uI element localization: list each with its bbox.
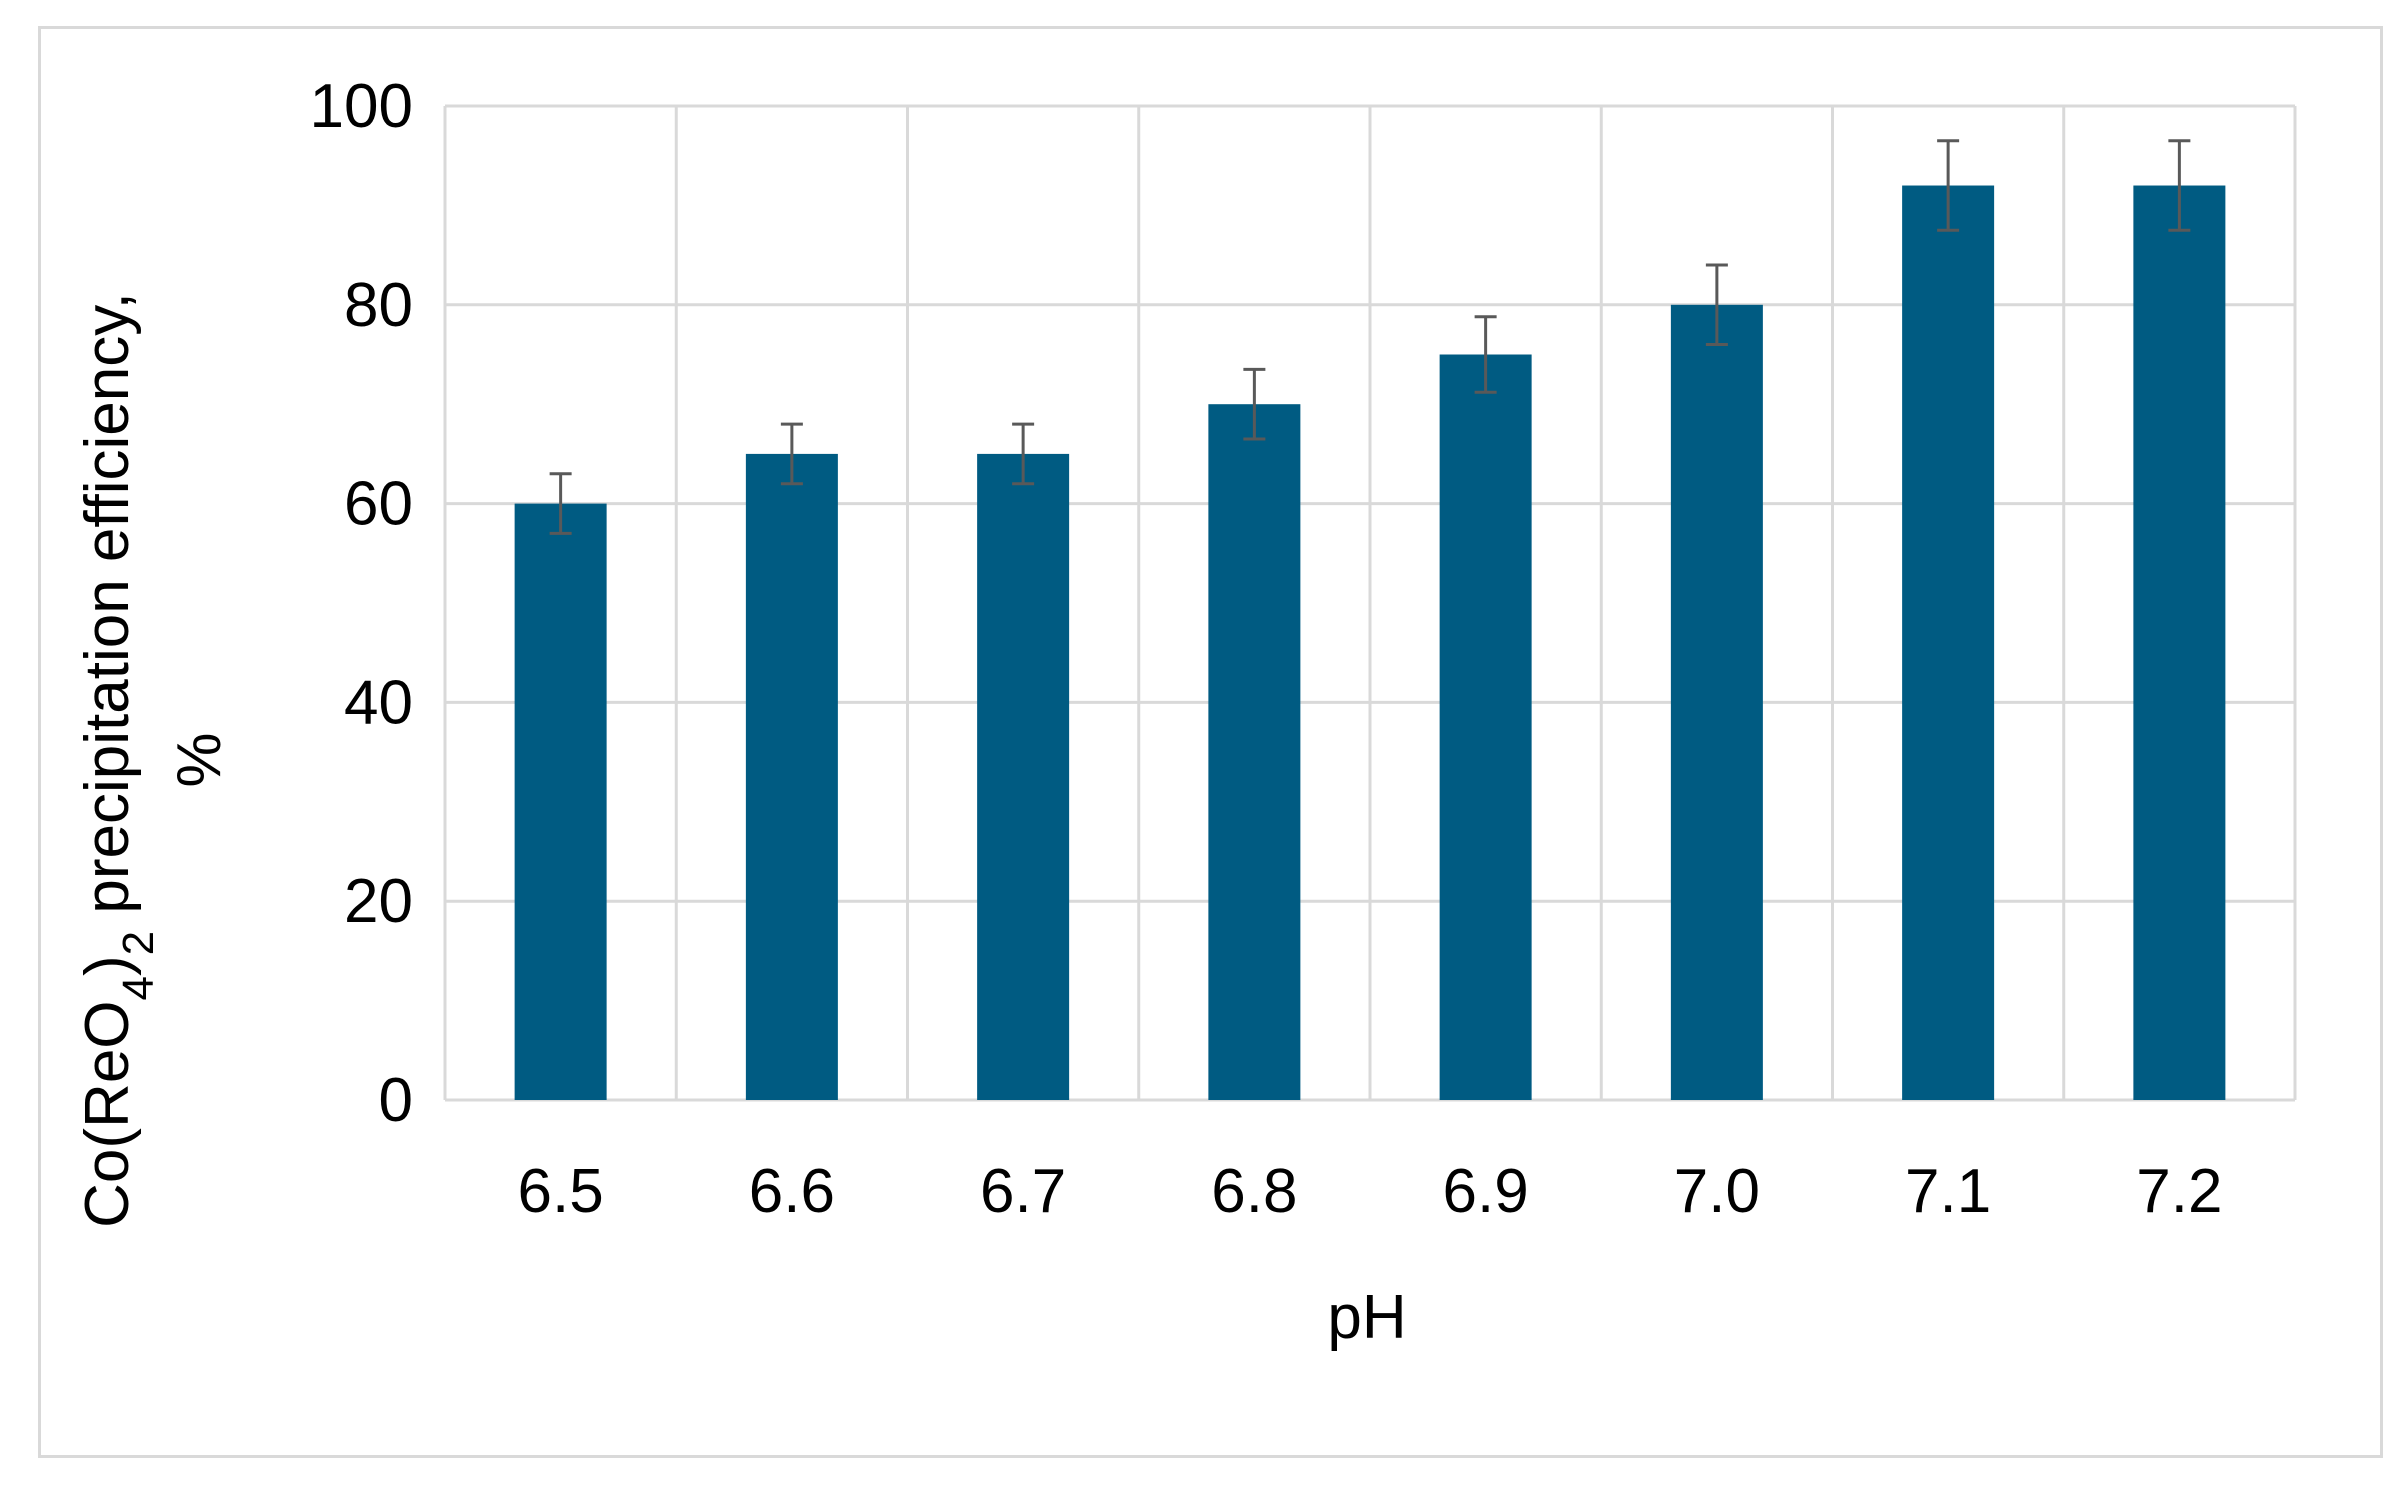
x-tick-label: 7.1	[1905, 1157, 1991, 1226]
y-axis-tick-labels: 0 20 40 60 80 100	[310, 72, 413, 1135]
x-tick-label: 7.2	[2136, 1157, 2222, 1226]
bar	[1902, 185, 1995, 1100]
y-axis-title-line2: %	[165, 732, 234, 787]
gridlines	[443, 104, 2297, 1102]
bar	[2133, 185, 2226, 1100]
bar	[1439, 354, 1532, 1100]
y-axis-title-mid: )	[73, 955, 142, 976]
y-tick-label: 80	[344, 271, 413, 340]
bars	[514, 185, 2226, 1101]
x-tick-label: 6.8	[1211, 1157, 1297, 1226]
x-axis-tick-labels: 6.5 6.6 6.7 6.8 6.9 7.0 7.1 7.2	[518, 1157, 2223, 1226]
y-axis-title-sub2: 2	[114, 931, 163, 955]
bar	[745, 453, 838, 1100]
y-tick-label: 40	[344, 668, 413, 737]
y-axis-title-suffix: precipitation efficiency,	[73, 292, 142, 931]
y-tick-label: 20	[344, 867, 413, 936]
y-axis-title-prefix: Co(ReO	[73, 1000, 142, 1227]
y-tick-label: 100	[310, 72, 413, 141]
y-axis-title: Co(ReO4)2 precipitation efficiency, %	[73, 292, 234, 1228]
y-axis-title-line1: Co(ReO4)2 precipitation efficiency,	[73, 292, 163, 1228]
error-bar	[1012, 422, 1035, 486]
y-tick-label: 60	[344, 470, 413, 539]
x-axis-title: pH	[1327, 1283, 1406, 1352]
x-tick-label: 6.7	[980, 1157, 1066, 1226]
error-bar	[549, 472, 572, 535]
x-tick-label: 6.5	[518, 1157, 604, 1226]
x-tick-label: 6.6	[749, 1157, 835, 1226]
error-bar	[1474, 315, 1497, 394]
error-bar	[1937, 139, 1960, 232]
error-bar	[780, 422, 803, 486]
bar	[1208, 404, 1301, 1100]
error-bar	[2168, 139, 2191, 232]
error-bar	[1243, 367, 1266, 441]
y-tick-label: 0	[379, 1066, 413, 1135]
x-tick-label: 6.9	[1443, 1157, 1529, 1226]
y-axis-title-sub1: 4	[114, 976, 163, 1000]
bar	[977, 453, 1070, 1100]
error-bar	[1705, 263, 1728, 347]
bar	[1670, 304, 1763, 1100]
error-bars	[549, 139, 2191, 535]
x-tick-label: 7.0	[1674, 1157, 1760, 1226]
bar	[514, 503, 607, 1101]
